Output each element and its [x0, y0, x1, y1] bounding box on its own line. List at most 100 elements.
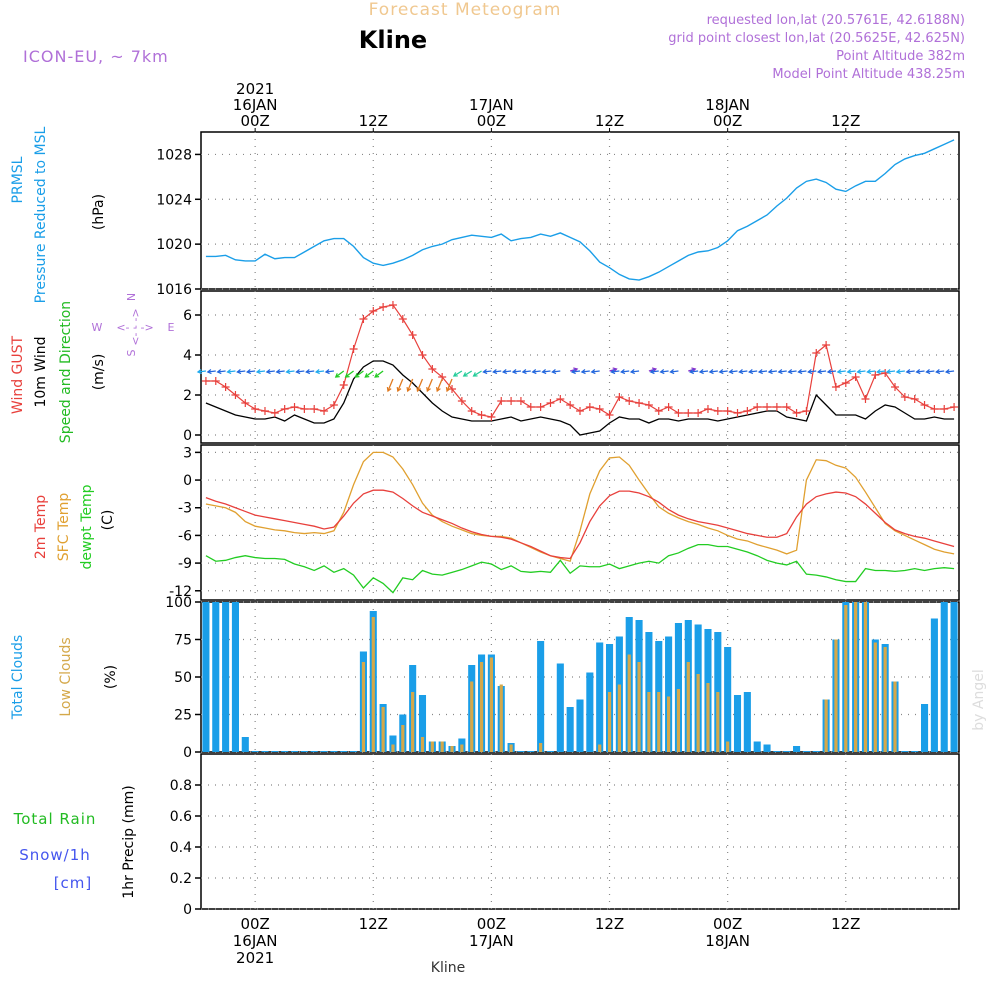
wind-arrow-head — [698, 369, 704, 375]
wind-gust-marker — [782, 403, 791, 411]
wind-gust-marker — [556, 395, 565, 403]
wind-gust-marker — [201, 377, 210, 385]
wind-gust-marker — [329, 401, 338, 409]
wind-direction-arrow — [426, 378, 433, 392]
total-clouds-bar — [930, 618, 938, 752]
compass-rose: N E S W <- - -><- - -> — [92, 293, 175, 357]
wind-direction-arrow — [847, 370, 856, 373]
precip-ytick-label: 0 — [183, 902, 192, 918]
wind-gust-marker — [871, 371, 880, 379]
wind-direction-arrow — [827, 370, 837, 373]
wind-arrow-head — [816, 369, 823, 375]
wind-gust-marker — [664, 403, 673, 411]
wind-ytick-label: 2 — [183, 388, 192, 404]
snow-unit-label: [cm] — [54, 874, 93, 892]
wind-direction-arrow — [364, 370, 374, 378]
bottom-time-label: 12Z — [359, 915, 388, 933]
temperature-ytick-label: -12 — [169, 584, 192, 600]
wind-direction-arrow — [276, 370, 285, 373]
clouds-ytick-label: 25 — [174, 708, 192, 724]
pressure-ytick-label: 1024 — [156, 192, 192, 208]
wind-arrow-head — [275, 369, 281, 375]
total-clouds-bar — [556, 663, 564, 752]
wind-direction-arrow — [719, 370, 728, 373]
wind-arrow-head — [445, 386, 451, 393]
wind-arrow-head — [767, 369, 773, 375]
low-clouds-bar — [460, 744, 464, 752]
wind-arrow-head — [649, 369, 655, 375]
total-clouds-bar — [733, 695, 742, 752]
wind-direction-arrow — [207, 370, 216, 373]
low-clouds-bar — [450, 746, 454, 752]
wind-arrow-head — [462, 372, 468, 377]
wind-direction-arrow — [630, 370, 640, 373]
temperature-frame — [200, 444, 960, 601]
wind-direction-arrow — [670, 370, 679, 373]
wind-arrow-head — [915, 369, 921, 375]
wind-direction-arrow — [387, 378, 394, 392]
low-clouds-bar — [607, 692, 612, 752]
10m-wind-label: 10m Wind — [33, 336, 49, 407]
clouds-panel-label: Total Clouds Low Clouds (%) — [10, 635, 119, 720]
wind-arrow-head — [688, 369, 695, 375]
top-time-label: 00Z — [477, 112, 506, 130]
precip-ytick-label: 0.4 — [170, 840, 192, 856]
wind-gust-marker — [211, 377, 220, 385]
wind-direction-arrow — [936, 370, 945, 373]
wind-arrow-head — [610, 369, 616, 375]
low-clouds-bar — [420, 737, 425, 752]
wind-direction-arrow — [532, 370, 541, 373]
wind-ytick-label: 6 — [183, 308, 192, 324]
wind-direction-arrow — [621, 370, 630, 373]
pressure-reduced-label: Pressure Reduced to MSL — [33, 126, 49, 303]
low-clouds-bar — [479, 662, 484, 752]
wind-arrow-head — [452, 372, 458, 377]
temperature-ytick-label: -6 — [178, 528, 192, 544]
low-clouds-bar — [509, 744, 513, 752]
wind-direction-arrow — [768, 370, 777, 373]
wind-gust-marker — [772, 403, 781, 411]
bottom-time-label: 16JAN — [233, 932, 278, 950]
wind-arrow-head — [541, 369, 547, 375]
wind-gust-marker — [398, 315, 407, 323]
2m-temp-label: 2m Temp — [33, 495, 49, 559]
wind-gust-marker — [546, 399, 555, 407]
total-clouds-label: Total Clouds — [10, 635, 26, 720]
prmsl-label: PRMSL — [10, 156, 26, 203]
wind-direction-arrow — [453, 370, 463, 377]
wind-direction-arrow — [808, 370, 817, 373]
clouds-ytick-label: 100 — [165, 595, 192, 611]
wind-direction-arrow — [877, 370, 886, 373]
wind-gust-marker — [379, 303, 388, 311]
wind-direction-arrow — [798, 370, 807, 373]
wind-gust-marker — [507, 397, 516, 405]
wind-gust-marker — [713, 407, 722, 415]
wind-arrow-head — [935, 369, 941, 375]
wind-direction-arrow — [591, 370, 600, 373]
wind-gust-marker — [851, 373, 860, 381]
wind-direction-arrow — [660, 370, 669, 373]
location-title: Kline — [359, 26, 427, 54]
low-clouds-bar — [401, 725, 405, 752]
top-time-label: 00Z — [240, 112, 269, 130]
wind-arrow-head — [885, 369, 891, 375]
wind-arrow-head — [396, 386, 402, 393]
wind-gust-marker — [920, 401, 929, 409]
low-clouds-bar — [499, 684, 503, 752]
wind-gust-marker — [822, 341, 831, 349]
bottom-time-label: 12Z — [595, 915, 624, 933]
wind-gust-marker — [280, 405, 289, 413]
wind-direction-arrows — [196, 367, 955, 393]
total-clouds-bar — [674, 623, 682, 752]
compass-s: S — [125, 349, 138, 356]
pressure-ytick-label: 1020 — [156, 237, 192, 253]
total-clouds-bar — [950, 602, 958, 752]
wind-arrow-head — [324, 369, 330, 375]
wind-direction-arrow — [266, 370, 275, 373]
total-clouds-bar — [940, 602, 948, 752]
wind-direction-arrow — [552, 370, 561, 373]
wind-arrow-head — [521, 369, 527, 375]
wind-gust-marker — [684, 409, 693, 417]
precip-panel-label: Total Rain Snow/1h [cm] 1hr Precip (mm) — [13, 785, 137, 898]
wind-gust-marker — [733, 409, 742, 417]
